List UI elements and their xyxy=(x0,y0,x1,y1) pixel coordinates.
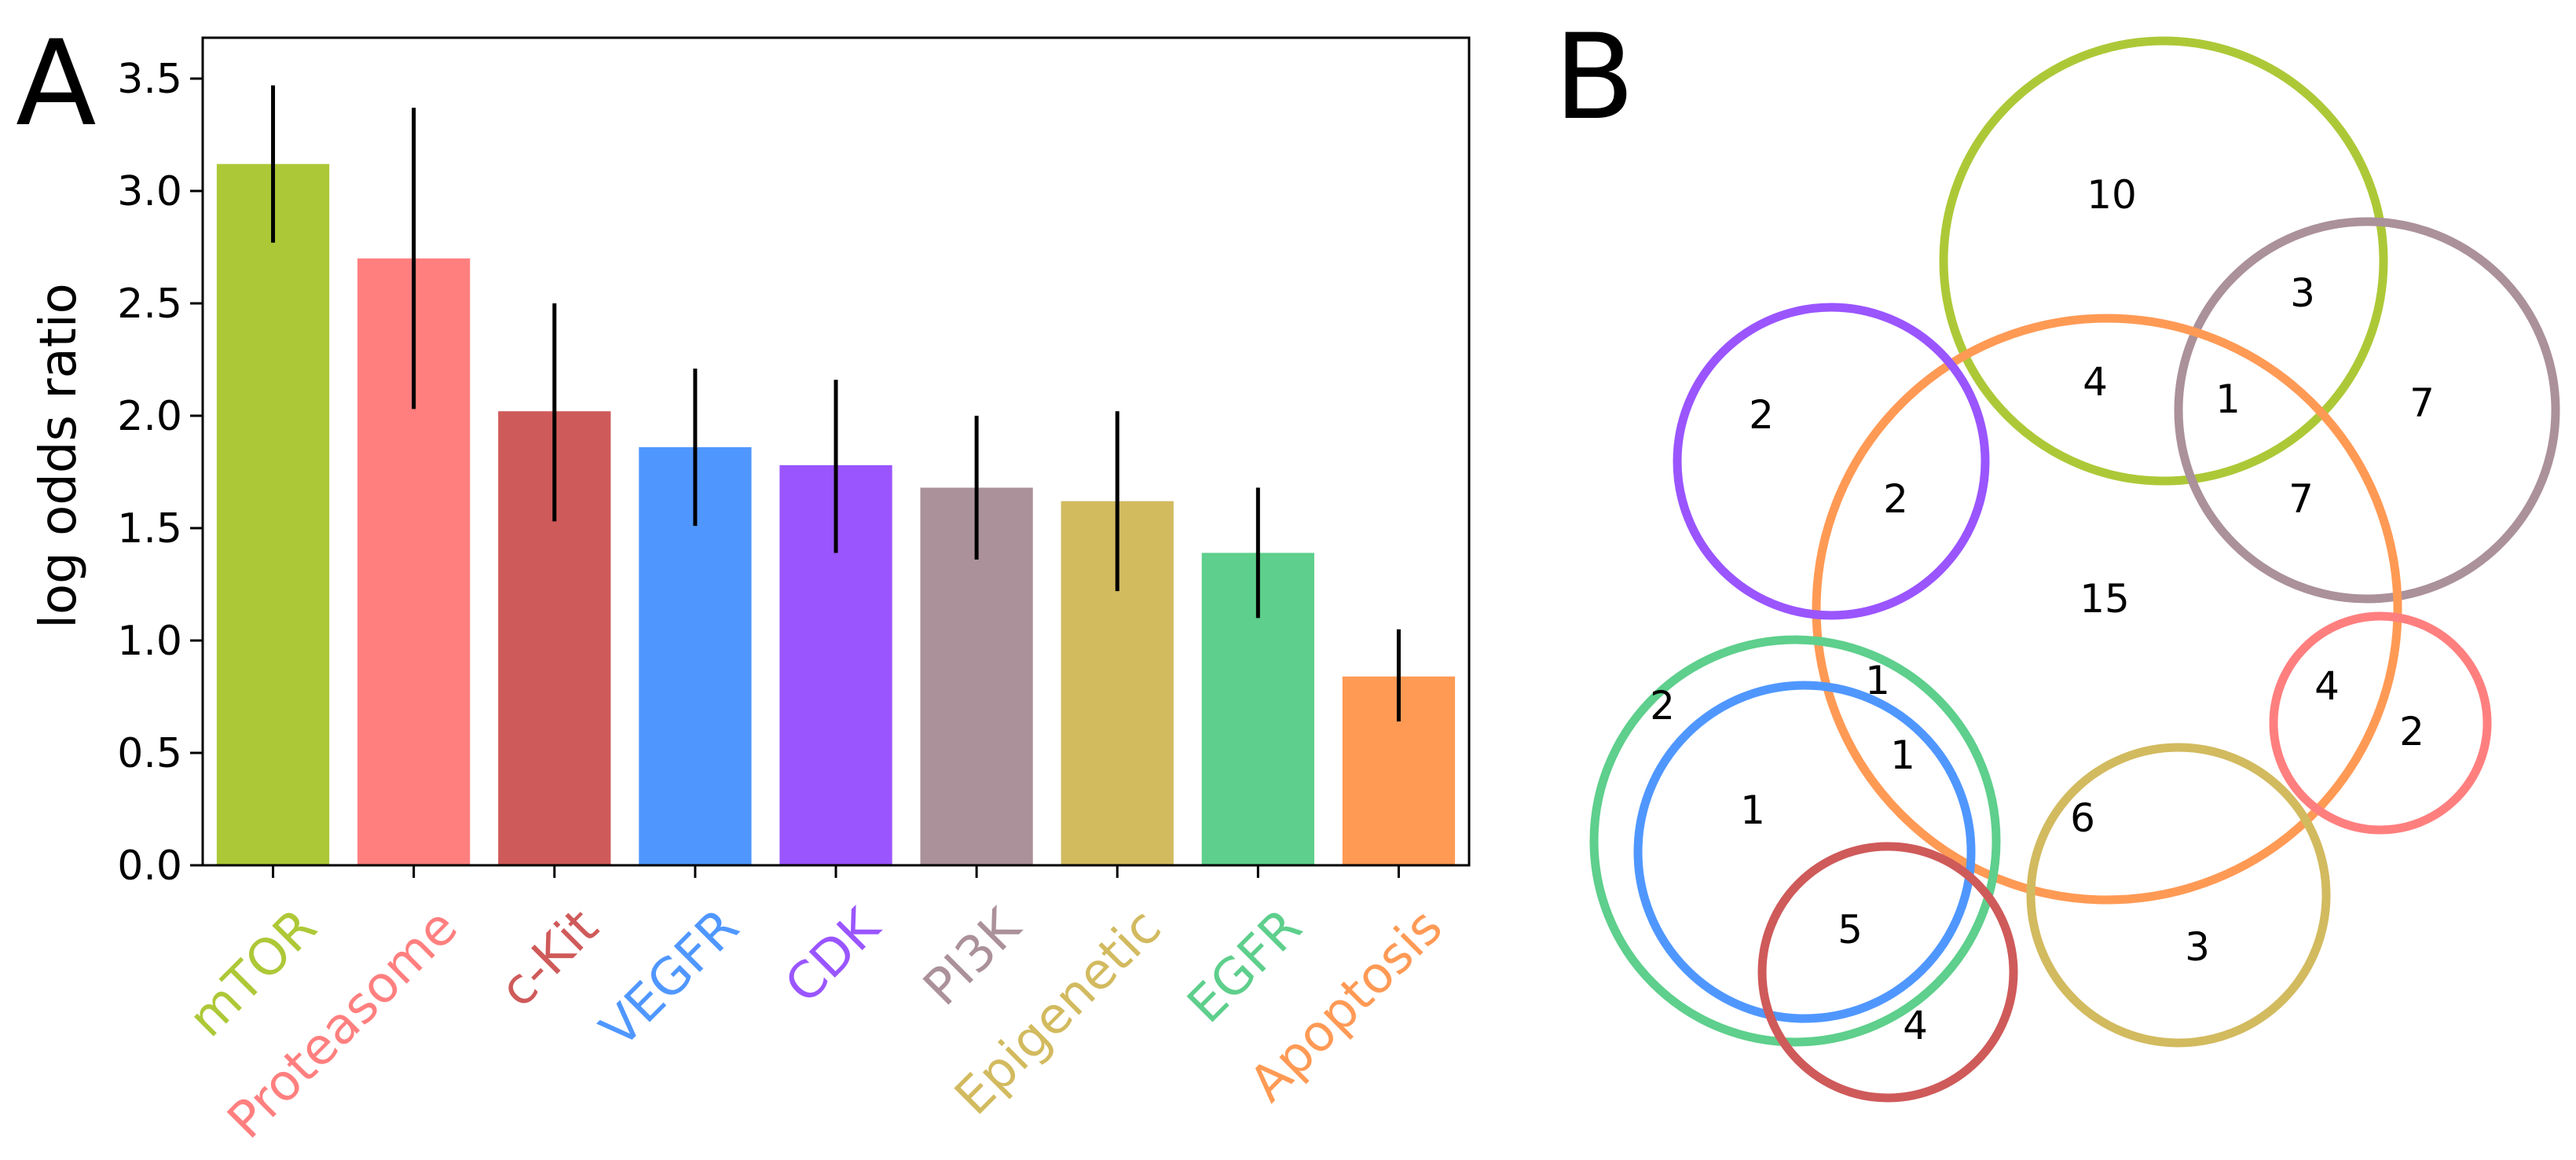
venn-region-count: 1 xyxy=(2215,376,2241,422)
panel-a-bar-chart: A log odds ratio 0.0 0.5 1.0 1.5 2.0 2.5 3.0 3.… xyxy=(16,16,1471,1150)
venn-circles xyxy=(1589,36,2560,1103)
venn-region-count: 7 xyxy=(2288,476,2314,522)
venn-region-count: 2 xyxy=(1883,476,1908,522)
venn-circle-epigenetic xyxy=(2026,743,2331,1048)
venn-circle-apoptosis xyxy=(1812,314,2402,905)
venn-region-count: 3 xyxy=(2290,270,2315,316)
venn-circle-c-kit xyxy=(1757,842,2018,1103)
bars xyxy=(216,163,1456,865)
venn-region-count: 3 xyxy=(2185,924,2210,970)
venn-region-count: 4 xyxy=(2314,663,2340,709)
x-tick-label: EGFR xyxy=(1177,898,1313,1034)
bar-mtor xyxy=(216,163,330,865)
venn-region-count: 15 xyxy=(2079,576,2130,622)
venn-region-count: 7 xyxy=(2409,380,2435,426)
y-tick-label: 0.5 xyxy=(117,730,182,777)
venn-region-count: 1 xyxy=(1865,658,1890,703)
y-tick-label: 2.0 xyxy=(117,393,182,440)
venn-region-count: 1 xyxy=(1740,787,1765,833)
y-tick-label: 3.5 xyxy=(117,56,182,103)
y-tick-label: 3.0 xyxy=(117,168,182,215)
venn-region-count: 5 xyxy=(1838,907,1863,953)
venn-region-count: 2 xyxy=(2399,709,2424,754)
y-tick-label: 0.0 xyxy=(117,842,182,890)
x-tick-label: VEGFR xyxy=(590,898,750,1059)
venn-region-count: 4 xyxy=(2083,359,2108,405)
venn-region-count: 10 xyxy=(2087,172,2137,218)
venn-circle-mtor xyxy=(1939,36,2388,486)
venn-circle-pi3k xyxy=(2174,217,2560,604)
error-bars xyxy=(271,85,1401,721)
y-tick-label: 1.5 xyxy=(117,505,182,552)
y-axis-ticks: 0.0 0.5 1.0 1.5 2.0 2.5 3.0 3.5 xyxy=(117,56,203,890)
x-tick-label: PI3K xyxy=(913,897,1033,1017)
x-tick-label: c-Kit xyxy=(489,898,610,1019)
venn-region-count: 6 xyxy=(2070,795,2095,841)
venn-region-count: 4 xyxy=(1903,1003,1928,1048)
venn-circle-cdk xyxy=(1673,303,1990,620)
venn-circle-vegfr xyxy=(1633,681,1976,1023)
y-tick-label: 2.5 xyxy=(117,281,182,328)
venn-region-count: 1 xyxy=(1890,732,1915,778)
y-tick-label: 1.0 xyxy=(117,618,182,665)
y-axis-title: log odds ratio xyxy=(30,283,88,629)
panel-b-label: B xyxy=(1554,9,1635,146)
venn-region-count: 2 xyxy=(1749,392,1774,438)
venn-circle-proteasome xyxy=(2269,611,2492,835)
venn-circle-egfr xyxy=(1589,635,2001,1047)
panel-a-label: A xyxy=(16,16,97,152)
x-tick-label: CDK xyxy=(775,897,892,1015)
venn-region-count: 2 xyxy=(1650,683,1675,729)
